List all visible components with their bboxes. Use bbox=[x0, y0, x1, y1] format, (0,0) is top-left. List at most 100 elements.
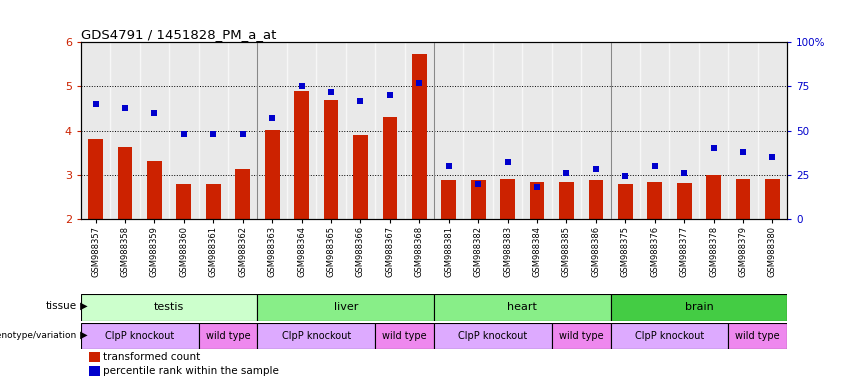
Bar bbox=[551, 323, 610, 349]
Bar bbox=[757, 42, 787, 219]
Point bbox=[236, 131, 249, 137]
Text: wild type: wild type bbox=[735, 331, 780, 341]
Point bbox=[530, 184, 544, 190]
Point bbox=[413, 80, 426, 86]
Bar bbox=[375, 42, 404, 219]
Text: wild type: wild type bbox=[559, 331, 603, 341]
Bar bbox=[257, 294, 434, 321]
Point bbox=[471, 180, 485, 187]
Bar bbox=[81, 323, 198, 349]
Bar bbox=[765, 179, 780, 219]
Bar bbox=[228, 42, 257, 219]
Point bbox=[89, 101, 102, 107]
Bar bbox=[618, 184, 632, 219]
Bar bbox=[317, 42, 346, 219]
Bar bbox=[523, 42, 551, 219]
Bar bbox=[500, 179, 515, 219]
Point bbox=[619, 174, 632, 180]
Bar bbox=[434, 323, 551, 349]
Text: ClpP knockout: ClpP knockout bbox=[105, 331, 174, 341]
Point bbox=[589, 166, 603, 172]
Text: heart: heart bbox=[507, 302, 537, 312]
Text: tissue: tissue bbox=[45, 301, 77, 311]
Bar bbox=[581, 42, 611, 219]
Bar bbox=[140, 42, 169, 219]
Bar bbox=[287, 42, 317, 219]
Bar bbox=[434, 42, 464, 219]
Bar bbox=[382, 118, 397, 219]
Bar bbox=[257, 42, 287, 219]
Bar bbox=[471, 180, 486, 219]
Text: ClpP knockout: ClpP knockout bbox=[282, 331, 351, 341]
Text: ClpP knockout: ClpP knockout bbox=[458, 331, 528, 341]
Point bbox=[207, 131, 220, 137]
Text: ClpP knockout: ClpP knockout bbox=[635, 331, 704, 341]
Bar bbox=[648, 182, 662, 219]
Point bbox=[677, 170, 691, 176]
Point bbox=[147, 110, 161, 116]
Text: brain: brain bbox=[684, 302, 713, 312]
Text: GDS4791 / 1451828_PM_a_at: GDS4791 / 1451828_PM_a_at bbox=[81, 28, 277, 41]
Point bbox=[560, 170, 574, 176]
Text: genotype/variation: genotype/variation bbox=[0, 331, 77, 339]
Bar bbox=[699, 42, 728, 219]
Bar bbox=[442, 180, 456, 219]
Bar bbox=[117, 147, 133, 219]
Bar bbox=[728, 323, 787, 349]
Bar bbox=[735, 179, 751, 219]
Bar bbox=[176, 184, 191, 219]
Bar bbox=[147, 161, 162, 219]
Point bbox=[266, 115, 279, 121]
Bar bbox=[206, 184, 220, 219]
Point bbox=[442, 163, 455, 169]
Point bbox=[736, 149, 750, 155]
Point bbox=[324, 89, 338, 95]
Bar bbox=[728, 42, 757, 219]
Bar bbox=[404, 42, 434, 219]
Bar bbox=[412, 54, 426, 219]
Text: liver: liver bbox=[334, 302, 358, 312]
Bar bbox=[353, 135, 368, 219]
Bar bbox=[551, 42, 581, 219]
Bar bbox=[529, 182, 545, 219]
Bar bbox=[89, 139, 103, 219]
Bar bbox=[81, 42, 111, 219]
Text: wild type: wild type bbox=[382, 331, 427, 341]
Bar bbox=[434, 294, 610, 321]
Bar bbox=[706, 175, 721, 219]
Point bbox=[354, 98, 368, 104]
Bar bbox=[81, 294, 257, 321]
Bar bbox=[610, 294, 787, 321]
Bar bbox=[169, 42, 198, 219]
Point bbox=[707, 145, 721, 151]
Point bbox=[177, 131, 191, 137]
Bar bbox=[111, 42, 140, 219]
Bar bbox=[610, 42, 640, 219]
Bar bbox=[670, 42, 699, 219]
Bar bbox=[375, 323, 434, 349]
Bar bbox=[265, 130, 279, 219]
Bar bbox=[294, 91, 309, 219]
Bar bbox=[677, 183, 692, 219]
Text: ▶: ▶ bbox=[77, 330, 88, 340]
Bar bbox=[589, 180, 603, 219]
Bar bbox=[610, 323, 728, 349]
Bar bbox=[257, 323, 375, 349]
Bar bbox=[640, 42, 670, 219]
Bar bbox=[559, 182, 574, 219]
Point bbox=[118, 104, 132, 111]
Bar bbox=[493, 42, 523, 219]
Bar bbox=[323, 100, 339, 219]
Text: transformed count: transformed count bbox=[103, 352, 200, 362]
Bar bbox=[198, 323, 257, 349]
Text: testis: testis bbox=[154, 302, 185, 312]
Point bbox=[766, 154, 780, 160]
Bar bbox=[346, 42, 375, 219]
Point bbox=[383, 92, 397, 98]
Text: wild type: wild type bbox=[206, 331, 250, 341]
Text: percentile rank within the sample: percentile rank within the sample bbox=[103, 366, 279, 376]
Point bbox=[500, 159, 514, 166]
Point bbox=[294, 83, 308, 89]
Bar bbox=[198, 42, 228, 219]
Text: ▶: ▶ bbox=[77, 301, 88, 311]
